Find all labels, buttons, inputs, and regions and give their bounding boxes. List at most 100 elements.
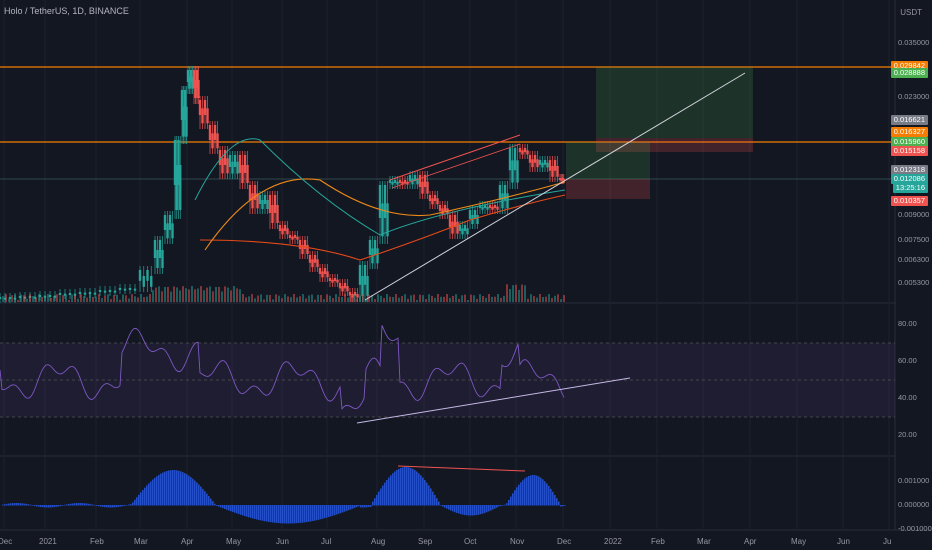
volume-bar	[104, 295, 106, 302]
macd-bar	[64, 504, 66, 506]
long-target-zone	[596, 67, 753, 138]
candle-body	[333, 278, 337, 281]
macd-bar	[32, 505, 34, 506]
macd-bar	[268, 505, 270, 522]
candle-body	[146, 270, 149, 281]
candle-body	[431, 198, 434, 205]
macd-bar	[226, 505, 228, 510]
macd-bar	[490, 505, 492, 511]
macd-bar	[124, 505, 126, 506]
candle-body	[276, 205, 279, 223]
volume-bar	[350, 296, 352, 302]
volume-bar	[551, 298, 553, 302]
macd-bar	[132, 502, 134, 506]
candle-body	[473, 210, 477, 219]
candle-body	[268, 195, 272, 213]
candle-body	[221, 158, 224, 174]
macd-bar	[80, 503, 82, 506]
volume-bar	[536, 297, 538, 302]
volume-bar	[254, 298, 256, 302]
volume-bar	[491, 296, 493, 302]
macd-bar	[196, 482, 198, 506]
macd-bar	[28, 504, 30, 506]
candle-body	[341, 286, 344, 292]
volume-bar	[95, 296, 97, 302]
candle-body	[523, 148, 527, 153]
macd-bar	[218, 505, 220, 507]
macd-bar	[60, 505, 62, 507]
candle-body	[108, 290, 112, 292]
macd-bar	[444, 505, 446, 508]
macd-bar	[86, 503, 88, 506]
time-axis-label: Nov	[510, 537, 525, 546]
candle-body	[291, 236, 294, 240]
volume-bar	[125, 295, 127, 302]
volume-bar	[380, 295, 382, 302]
volume-bar	[383, 298, 385, 302]
volume-bar	[137, 297, 139, 302]
macd-bar	[564, 505, 566, 506]
volume-bar	[398, 297, 400, 302]
candle-body	[376, 248, 379, 264]
candle-body	[358, 265, 362, 285]
macd-bar	[362, 505, 364, 508]
volume-bar	[533, 296, 535, 302]
price-tag: 0.010357	[890, 196, 928, 206]
candle-body	[498, 185, 502, 200]
macd-bar	[472, 505, 474, 516]
macd-bar	[138, 494, 140, 506]
volume-bar	[182, 286, 184, 302]
candle-body	[248, 185, 252, 200]
volume-bar	[242, 294, 244, 302]
macd-bar	[172, 470, 174, 506]
macd-bar	[546, 483, 548, 506]
macd-bar	[526, 477, 528, 506]
volume-bar	[470, 294, 472, 302]
macd-bar	[148, 483, 150, 506]
macd-bar	[424, 479, 426, 506]
volume-bar	[134, 296, 136, 302]
volume-bar	[239, 289, 241, 302]
candle-body	[343, 283, 347, 289]
candle-body	[448, 215, 452, 227]
volume-bar	[89, 294, 91, 302]
candle-body	[171, 223, 174, 239]
volume-bar	[461, 295, 463, 302]
volume-bar	[224, 286, 226, 302]
macd-bar	[78, 503, 80, 506]
volume-bar	[146, 296, 148, 302]
unit-label[interactable]: USDT	[900, 8, 922, 17]
candle-body	[123, 288, 127, 291]
macd-bar	[374, 498, 376, 506]
macd-bar	[256, 505, 258, 520]
volume-bar	[77, 298, 79, 302]
macd-bar	[452, 505, 454, 512]
volume-bar	[362, 294, 364, 302]
candle-body	[401, 181, 404, 185]
candle-body	[488, 205, 492, 208]
candle-body	[526, 150, 529, 155]
macd-bar	[408, 467, 410, 506]
volume-bar	[530, 294, 532, 302]
macd-bar	[94, 504, 96, 506]
volume-bar	[515, 284, 517, 302]
macd-bar	[300, 505, 302, 523]
macd-bar	[508, 499, 510, 506]
candle-body	[223, 150, 227, 165]
candle-body	[138, 270, 142, 281]
macd-bar	[82, 503, 84, 506]
volume-bar	[329, 295, 331, 302]
candle-body	[163, 215, 167, 230]
macd-bar	[152, 479, 154, 506]
macd-bar	[44, 505, 46, 508]
volume-bar	[422, 295, 424, 302]
volume-bar	[74, 295, 76, 302]
volume-bar	[425, 298, 427, 302]
volume-bar	[101, 298, 103, 302]
candle-body	[398, 180, 402, 183]
candle-body	[211, 133, 214, 149]
macd-bar	[392, 473, 394, 506]
volume-bar	[404, 294, 406, 302]
